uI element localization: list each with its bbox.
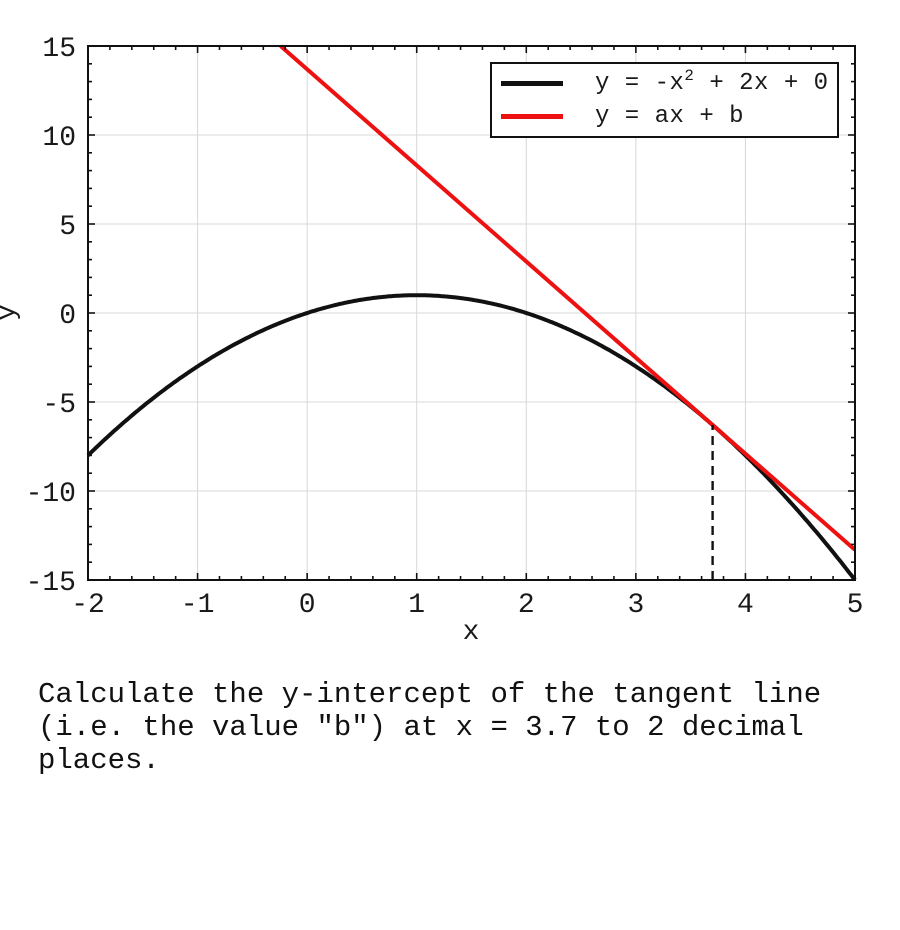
legend-line-sample-black-icon (501, 81, 563, 87)
question-text: Calculate the y-intercept of the tangent… (38, 678, 822, 777)
svg-text:5: 5 (847, 590, 864, 621)
svg-text:-10: -10 (26, 479, 76, 510)
svg-text:-15: -15 (26, 568, 76, 599)
legend-line-sample-red-icon (501, 113, 563, 119)
svg-text:10: 10 (42, 123, 76, 154)
svg-text:-5: -5 (42, 390, 76, 421)
svg-text:0: 0 (299, 590, 316, 621)
svg-text:2: 2 (518, 590, 535, 621)
svg-text:5: 5 (59, 212, 76, 243)
y-axis-label: y (0, 304, 23, 321)
axis-ticks (87, 45, 856, 581)
series-tangent-line (279, 44, 857, 552)
legend-label-tangent: y = ax + b (595, 102, 745, 130)
svg-text:-1: -1 (181, 590, 215, 621)
svg-text:-2: -2 (71, 590, 105, 621)
legend-entry-parabola: y = -x2 + 2x + 0 (492, 67, 837, 99)
svg-text:15: 15 (42, 34, 76, 65)
svg-text:1: 1 (408, 590, 425, 621)
x-axis-label: x (462, 617, 480, 648)
svg-text:0: 0 (59, 301, 76, 332)
superscript-2: 2 (684, 67, 695, 86)
legend: y = -x2 + 2x + 0 y = ax + b (490, 62, 839, 138)
svg-text:4: 4 (737, 590, 754, 621)
legend-label-parabola: y = -x2 + 2x + 0 (595, 67, 829, 98)
svg-text:3: 3 (627, 590, 644, 621)
legend-entry-tangent: y = ax + b (492, 101, 837, 131)
series-parabola (86, 293, 857, 582)
